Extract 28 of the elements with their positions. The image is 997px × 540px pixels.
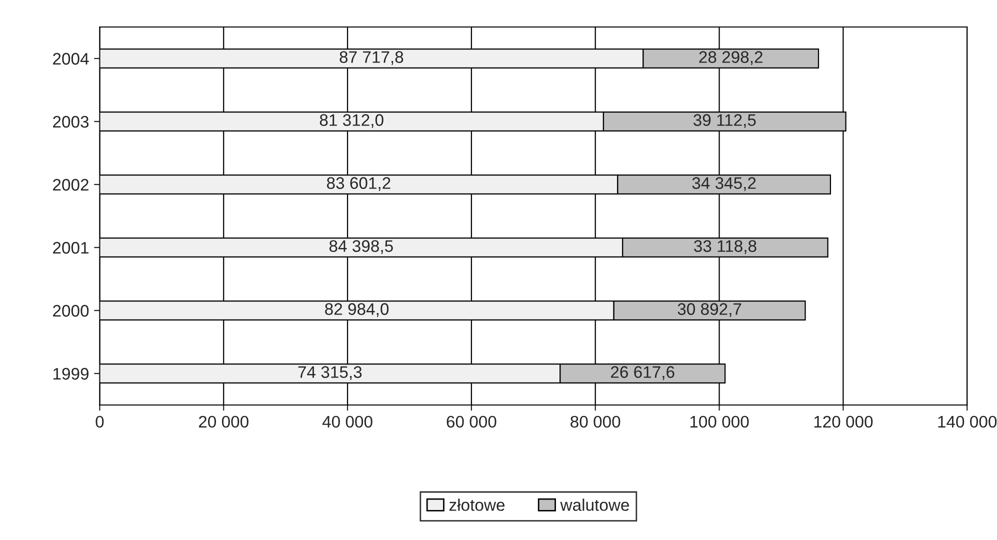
data-label: 81 312,0 [320,114,384,128]
data-label: 28 298,2 [699,51,762,65]
x-tick-label: 80 000 [570,416,620,428]
x-tick-label: 60 000 [446,416,496,428]
data-label: 26 617,6 [610,366,674,380]
y-tick-label: 2000 [53,304,89,317]
x-tick-label: 0 [96,416,104,428]
data-label: 87 717,8 [340,51,404,65]
y-tick-label: 1999 [53,368,88,380]
data-label: 39 112,5 [693,114,756,128]
x-tick-label: 100 000 [690,416,749,428]
y-tick-label: 2004 [53,52,89,65]
x-tick-label: 40 000 [322,416,372,428]
x-tick-label: 120 000 [814,416,873,428]
legend-label: walutowe [560,498,629,511]
x-tick-label: 20 000 [198,416,248,428]
data-label: 82 984,0 [325,303,389,317]
x-tick-label: 140 000 [938,416,997,428]
legend-label: złotowe [449,498,505,511]
data-label: 34 345,2 [692,177,756,191]
data-label: 84 398,5 [329,240,393,254]
y-tick-label: 2001 [53,242,88,254]
data-label: 74 315,3 [298,366,362,380]
data-label: 33 118,8 [694,240,756,254]
data-label: 30 892,7 [678,303,742,317]
y-tick-label: 2002 [53,178,88,191]
y-tick-label: 2003 [53,116,89,128]
data-label: 83 601,2 [326,177,390,191]
